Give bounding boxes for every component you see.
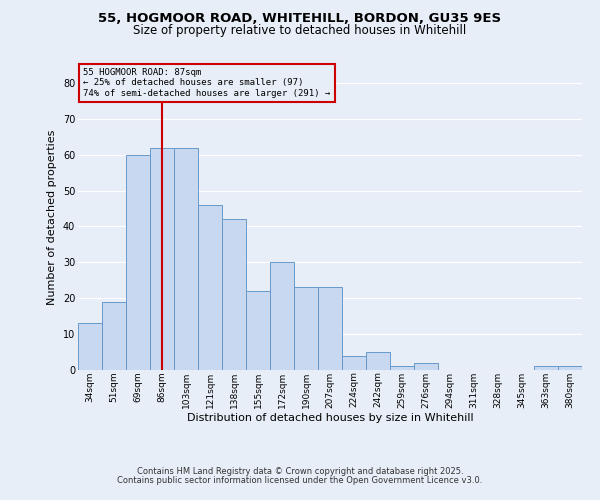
Bar [366, 352, 390, 370]
Bar [150, 148, 174, 370]
Bar [294, 288, 318, 370]
Bar [174, 148, 198, 370]
Bar [390, 366, 414, 370]
Bar [126, 154, 150, 370]
Text: Size of property relative to detached houses in Whitehill: Size of property relative to detached ho… [133, 24, 467, 37]
Text: 55 HOGMOOR ROAD: 87sqm
← 25% of detached houses are smaller (97)
74% of semi-det: 55 HOGMOOR ROAD: 87sqm ← 25% of detached… [83, 68, 330, 98]
X-axis label: Distribution of detached houses by size in Whitehill: Distribution of detached houses by size … [187, 414, 473, 424]
Bar [270, 262, 294, 370]
Text: 55, HOGMOOR ROAD, WHITEHILL, BORDON, GU35 9ES: 55, HOGMOOR ROAD, WHITEHILL, BORDON, GU3… [98, 12, 502, 26]
Bar [558, 366, 582, 370]
Bar [198, 205, 222, 370]
Bar [102, 302, 126, 370]
Bar [246, 291, 270, 370]
Bar [342, 356, 366, 370]
Text: Contains public sector information licensed under the Open Government Licence v3: Contains public sector information licen… [118, 476, 482, 485]
Bar [318, 288, 342, 370]
Bar [414, 363, 438, 370]
Bar [534, 366, 558, 370]
Text: Contains HM Land Registry data © Crown copyright and database right 2025.: Contains HM Land Registry data © Crown c… [137, 467, 463, 476]
Bar [222, 220, 246, 370]
Bar [78, 324, 102, 370]
Y-axis label: Number of detached properties: Number of detached properties [47, 130, 57, 305]
